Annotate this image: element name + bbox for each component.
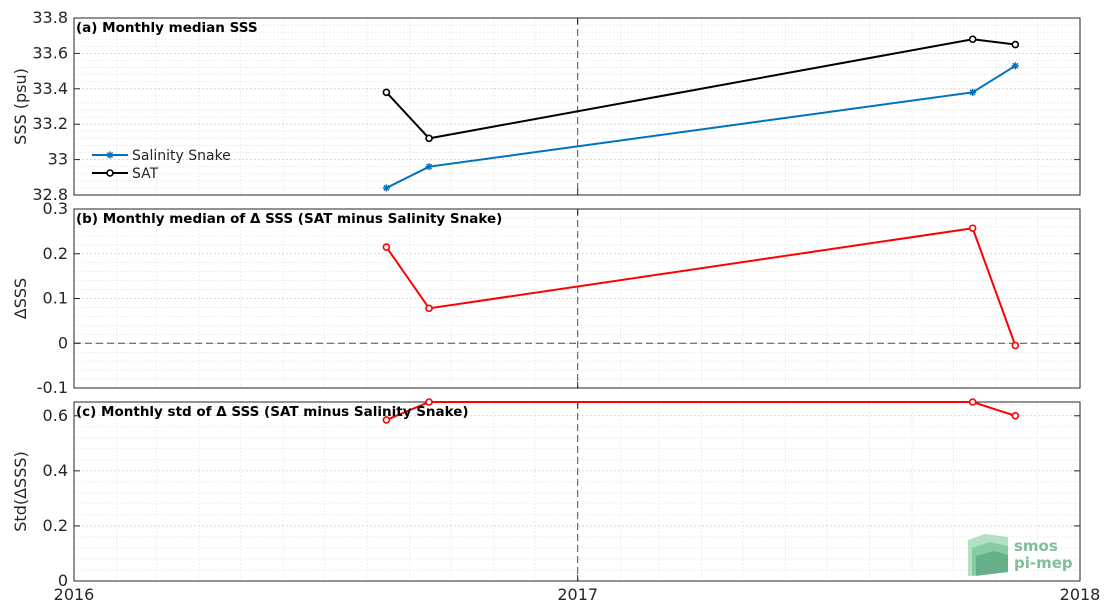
logo-mark-icon <box>968 534 1008 576</box>
y-tick-label: 0.4 <box>43 461 68 480</box>
data-point <box>1011 40 1020 49</box>
data-point <box>425 304 433 313</box>
series-line <box>386 401 1016 421</box>
series-line <box>385 227 1017 346</box>
plot-area <box>74 209 1080 388</box>
x-tick-label: 2017 <box>557 585 598 604</box>
data-point <box>425 134 433 143</box>
panel-title: (b) Monthly median of Δ SSS (SAT minus S… <box>76 211 502 227</box>
axes-box <box>73 17 1081 196</box>
smos-pi-mep-logo: smos pi-mep <box>968 534 1073 576</box>
y-tick-label: 32.8 <box>32 185 68 204</box>
y-ticks: -0.1 0 0.1 0.2 0.3 <box>37 199 1080 397</box>
y-axis-label: SSS (psu) <box>11 68 30 145</box>
x-ticks: 2016 2017 2018 <box>54 402 1101 604</box>
y-tick-label: -0.1 <box>37 378 68 397</box>
panel-title: (a) Monthly median SSS <box>76 20 258 36</box>
y-tick-label: 33.8 <box>32 8 68 27</box>
y-tick-label: 0.1 <box>43 289 68 308</box>
data-point <box>382 243 391 251</box>
data-point <box>1011 62 1019 70</box>
data-point <box>968 224 977 233</box>
data-point <box>969 88 977 96</box>
series-sat <box>382 35 1020 143</box>
x-tick-label: 2016 <box>54 585 95 604</box>
y-axis-label: ΔSSS <box>11 278 30 319</box>
x-tick-label: 2018 <box>1060 585 1101 604</box>
series-line <box>385 38 1016 140</box>
legend-marker <box>106 151 114 159</box>
panel-b: -0.1 0 0.1 0.2 0.3 ΔSSS (b) Monthly median of … <box>11 199 1081 397</box>
y-tick-label: 0.2 <box>43 516 68 535</box>
data-point <box>425 163 433 171</box>
data-point <box>382 88 391 97</box>
series-line-0 <box>382 224 1020 350</box>
legend-entry: SAT <box>132 166 159 182</box>
y-tick-label: 0 <box>58 571 68 590</box>
y-tick-label: 0.2 <box>43 244 68 263</box>
data-point <box>968 35 977 44</box>
panel-c: 0 0.2 0.4 0.6 2016 2017 2018 Std(ΔSSS) (c) Month… <box>11 398 1101 604</box>
series-line-0 <box>382 398 1020 424</box>
data-point <box>1011 341 1020 350</box>
panel-a: 32.8 33 33.2 33.4 33.6 33.8 SSS (psu) (a) Month… <box>11 8 1081 204</box>
data-point <box>968 398 977 406</box>
plot-area <box>74 18 1080 195</box>
panel-title: (c) Monthly std of Δ SSS (SAT minus Sali… <box>76 404 469 420</box>
data-point <box>382 184 390 192</box>
y-tick-label: 33.4 <box>32 79 68 98</box>
series-salinity-snake <box>382 62 1019 192</box>
y-tick-label: 33 <box>48 150 68 169</box>
y-tick-label: 0.6 <box>43 406 68 425</box>
legend: Salinity Snake SAT <box>92 148 231 182</box>
legend-entry: Salinity Snake <box>132 148 231 164</box>
logo-line2: pi-mep <box>1014 554 1073 572</box>
y-tick-label: 0 <box>58 333 68 352</box>
logo-line1: smos <box>1014 537 1058 555</box>
y-tick-label: 33.6 <box>32 43 68 62</box>
y-tick-label: 33.2 <box>32 114 68 133</box>
data-point <box>1011 411 1020 420</box>
legend-marker <box>106 169 114 177</box>
series-line <box>385 64 1016 189</box>
y-axis-label: Std(ΔSSS) <box>11 451 30 531</box>
plot-area <box>74 402 1080 581</box>
axes-box <box>73 208 1081 389</box>
data-point <box>382 416 391 424</box>
data-point <box>425 398 433 406</box>
y-tick-label: 0.3 <box>43 199 68 218</box>
